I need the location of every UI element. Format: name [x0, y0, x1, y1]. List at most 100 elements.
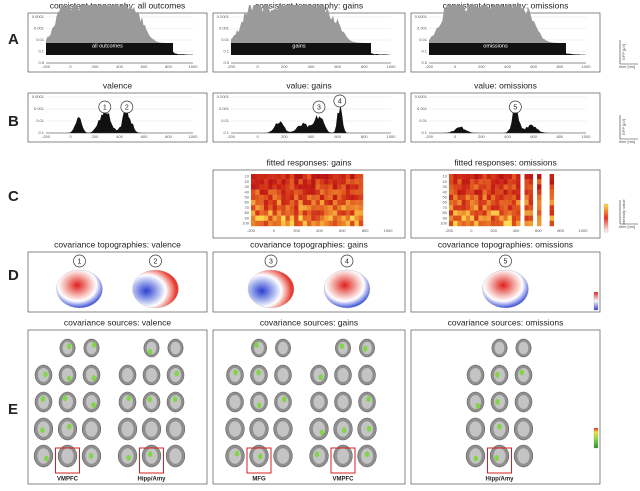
panel [27, 92, 208, 143]
heat-cell [453, 189, 458, 195]
heat-cell [524, 220, 529, 227]
heat-cell [276, 215, 282, 221]
heat-cell [319, 174, 325, 180]
heat-cell [465, 200, 471, 206]
heat-cell [328, 215, 334, 221]
x-tick-label: 1000 [582, 134, 592, 139]
x-tick-label: 600 [334, 64, 341, 69]
brain-inner [253, 395, 265, 409]
x-tick-label: 400 [513, 228, 520, 233]
heat-cell [332, 215, 338, 221]
heat-cell [328, 174, 334, 180]
heat-cell [474, 220, 479, 227]
heat-cell [469, 200, 475, 206]
x-tick-label: 600 [530, 134, 537, 139]
heat-cell [507, 205, 513, 211]
heat-cell [285, 200, 290, 206]
marker-label: 5 [513, 104, 517, 111]
heat-cell [302, 210, 308, 216]
activation [363, 345, 368, 352]
heat-cell [453, 184, 458, 190]
brain-inner [169, 448, 182, 464]
heat-cell [537, 174, 542, 180]
y-tick-label: 80 [245, 210, 250, 215]
heat-cell [507, 200, 513, 206]
heat-cell [524, 189, 529, 195]
heat-cell [324, 179, 329, 185]
activation [66, 343, 72, 350]
heat-cell [350, 184, 355, 190]
heat-cell [268, 220, 273, 227]
x-tick-label: 0 [69, 134, 72, 139]
heat-cell [486, 200, 492, 206]
heat-cell [294, 215, 299, 221]
scale-label: time [ms] [619, 224, 635, 229]
marker-circle [149, 254, 162, 268]
heat-cell [511, 200, 517, 206]
brain-inner [61, 421, 74, 437]
heat-cell [272, 179, 278, 185]
heat-cell [307, 220, 312, 227]
heat-cell [294, 189, 299, 195]
heat-cell [332, 210, 338, 216]
heat-cell [511, 220, 517, 227]
panel-title: covariance sources: valence [64, 317, 172, 327]
activation [256, 402, 262, 409]
brain-inner [276, 421, 290, 437]
heat-cell [272, 174, 278, 180]
brain-inner [494, 341, 505, 355]
heat-cell [478, 174, 483, 180]
heat-cell [328, 200, 334, 206]
heat-cell [307, 184, 312, 190]
y-tick-label: 10 [245, 174, 250, 179]
heat-cell [263, 215, 269, 221]
x-tick-label: 200 [293, 228, 300, 233]
activation [366, 396, 371, 403]
heat-cell [453, 200, 458, 206]
heat-cell [528, 184, 534, 190]
heat-cell [263, 220, 269, 227]
heat-cell [528, 174, 534, 180]
heat-cell [490, 174, 496, 180]
heat-cell [324, 184, 329, 190]
heat-cell [324, 174, 329, 180]
y-tick-label: 0.001 [417, 26, 428, 31]
heat-cell [298, 215, 303, 221]
heat-cell [507, 174, 513, 180]
topography [132, 269, 179, 309]
region-label: VMPFC [333, 477, 355, 483]
heat-cell [263, 174, 269, 180]
heat-cell [298, 220, 303, 227]
heat-cell [311, 179, 316, 185]
heat-cell [511, 210, 517, 216]
heat-cell [516, 189, 521, 195]
heat-cell [482, 179, 487, 185]
heat-cell [474, 210, 479, 216]
heat-cell [490, 215, 496, 221]
y-tick-label: 100 [242, 220, 249, 225]
heat-cell [341, 210, 346, 216]
heat-cell [285, 174, 290, 180]
activation [339, 343, 345, 350]
brain-inner [337, 395, 349, 409]
heat-cell [511, 205, 517, 211]
x-tick-label: 600 [334, 134, 341, 139]
x-tick-label: 1000 [384, 228, 394, 233]
heat-cell [549, 200, 555, 206]
region-label: MFG [252, 477, 266, 483]
activation [147, 451, 153, 458]
heat-cell [289, 179, 295, 185]
heat-cell [281, 215, 286, 221]
heat-cell [503, 215, 508, 221]
heat-cell [469, 179, 475, 185]
brain-inner [469, 421, 482, 437]
heat-cell [272, 210, 278, 216]
highlight-box [487, 447, 512, 474]
activation [341, 427, 347, 434]
heat-cell [499, 205, 504, 211]
heat-cell [281, 200, 286, 206]
marker-circle [333, 94, 347, 108]
heat-cell [465, 205, 471, 211]
heat-cell [263, 205, 269, 211]
heat-cell [482, 184, 487, 190]
